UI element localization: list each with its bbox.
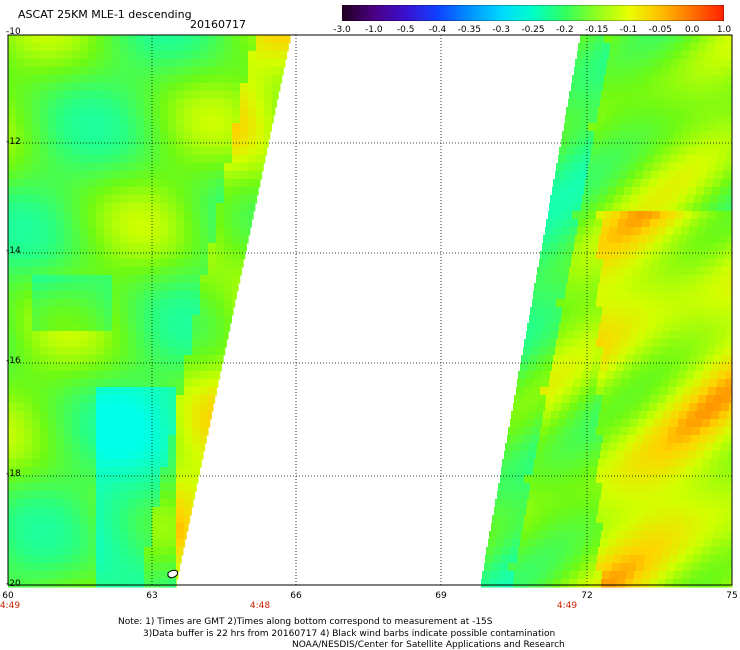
map-date: 20160717 bbox=[190, 18, 246, 31]
lon-label-63: 63 bbox=[146, 591, 158, 601]
graticule bbox=[8, 35, 732, 585]
map-title: ASCAT 25KM MLE-1 descending bbox=[18, 8, 192, 21]
colorbar-label: 0.0 bbox=[684, 25, 700, 35]
colorbar-gradient bbox=[342, 5, 724, 21]
note-line-1: Note: 1) Times are GMT 2)Times along bot… bbox=[118, 617, 493, 627]
colorbar-label: -0.15 bbox=[585, 25, 609, 35]
colorbar-label: -0.1 bbox=[619, 25, 638, 35]
time-label-right: 4:49 bbox=[556, 601, 578, 611]
lon-label-72: 72 bbox=[581, 591, 593, 601]
lon-label-75: 75 bbox=[726, 591, 738, 601]
colorbar-label: 1.0 bbox=[716, 25, 732, 35]
colorbar-label: -1.0 bbox=[365, 25, 383, 35]
map-frame bbox=[7, 34, 733, 586]
colorbar-label: -0.3 bbox=[492, 25, 510, 35]
lon-label-66: 66 bbox=[290, 591, 302, 601]
colorbar-label: -0.05 bbox=[648, 25, 672, 35]
lat-label-10: -10 bbox=[6, 27, 21, 37]
lat-label-14: -14 bbox=[6, 246, 21, 256]
lat-label-18: -18 bbox=[6, 469, 21, 479]
lat-label-12: -12 bbox=[6, 137, 21, 147]
colorbar bbox=[342, 5, 724, 21]
colorbar-labels: -3.0 -1.0 -0.5 -0.4 -0.35 -0.3 -0.25 -0.2 -0.15-… bbox=[332, 25, 732, 39]
note-line-2: 3)Data buffer is 22 hrs from 20160717 4)… bbox=[143, 629, 556, 639]
colorbar-label: -0.4 bbox=[428, 25, 447, 35]
right-swath bbox=[481, 35, 733, 588]
note-line-3: NOAA/NESDIS/Center for Satellite Applica… bbox=[292, 640, 565, 650]
island-outline bbox=[167, 569, 179, 579]
colorbar-label: -0.5 bbox=[396, 25, 415, 35]
time-label-left: 4:49 bbox=[0, 601, 21, 611]
lon-label-69: 69 bbox=[435, 591, 447, 601]
lon-label-60: 60 bbox=[2, 591, 14, 601]
lat-label-16: -16 bbox=[6, 356, 21, 366]
colorbar-label: -3.0 bbox=[333, 25, 351, 35]
lat-label-20: -20 bbox=[6, 579, 21, 589]
colorbar-label: -0.25 bbox=[521, 25, 545, 35]
colorbar-label: -0.2 bbox=[556, 25, 574, 35]
colorbar-label: -0.35 bbox=[457, 25, 481, 35]
left-swath bbox=[8, 35, 291, 588]
time-label-middle: 4:48 bbox=[249, 601, 271, 611]
